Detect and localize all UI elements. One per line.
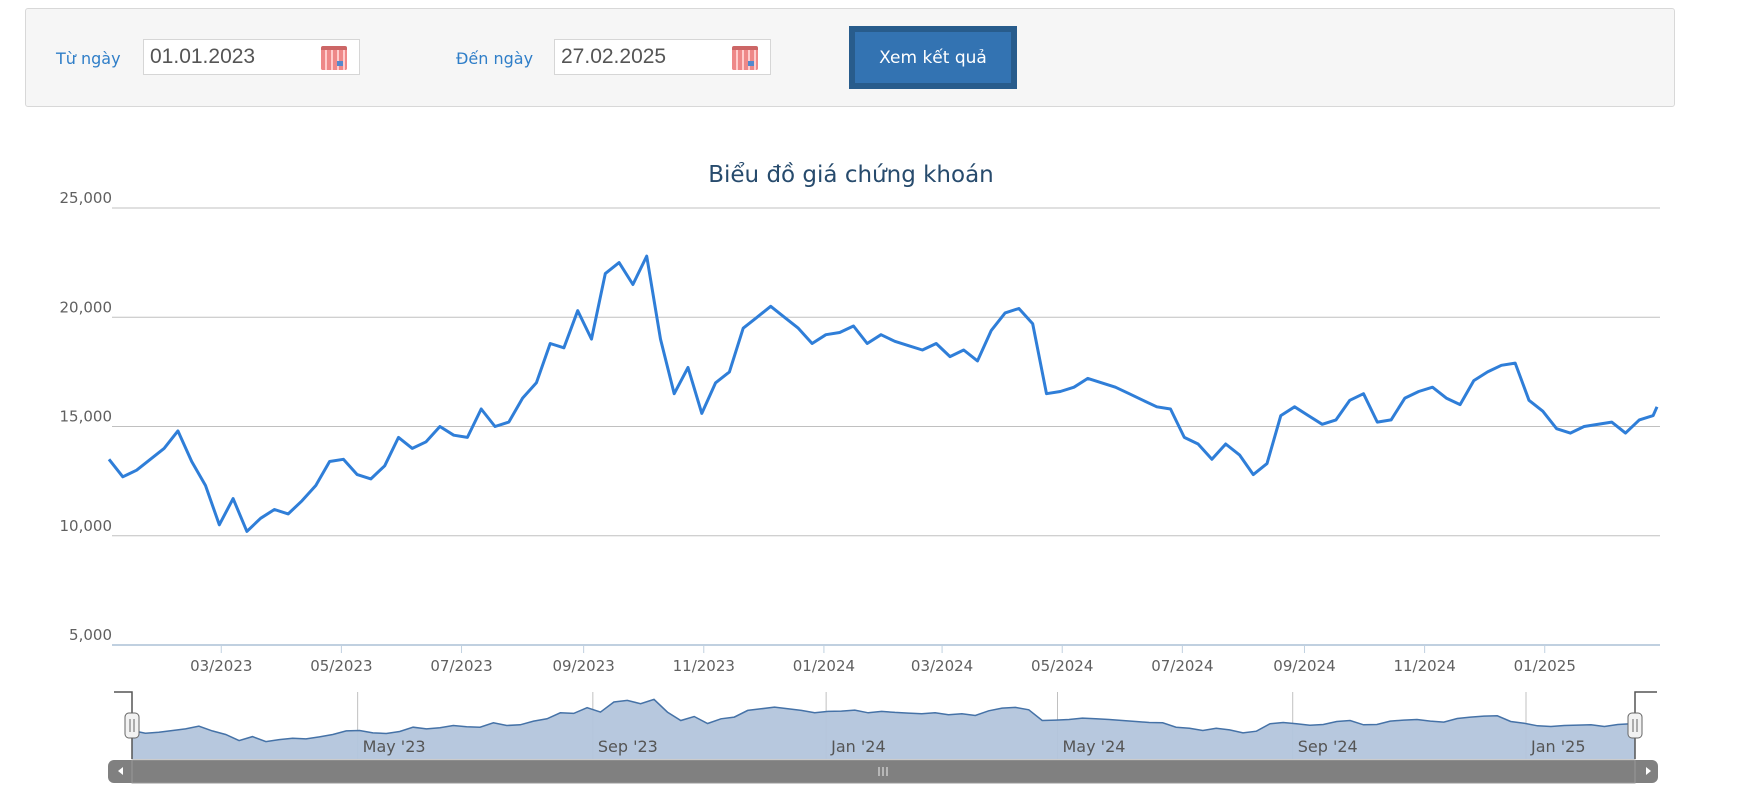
x-tick-label: 11/2023	[673, 657, 735, 675]
x-tick-label: 07/2024	[1151, 657, 1213, 675]
y-tick-label: 5,000	[69, 626, 112, 644]
x-tick-label: 09/2023	[552, 657, 614, 675]
navigator-tick-label: Sep '24	[1298, 737, 1358, 756]
x-tick-label: 05/2023	[310, 657, 372, 675]
y-tick-label: 15,000	[60, 408, 113, 426]
x-tick-label: 05/2024	[1031, 657, 1093, 675]
from-date-input[interactable]	[144, 40, 326, 74]
calendar-icon[interactable]	[732, 46, 758, 70]
y-tick-label: 10,000	[60, 517, 113, 535]
x-tick-label: 01/2025	[1514, 657, 1576, 675]
x-tick-label: 01/2024	[793, 657, 855, 675]
navigator-tick-label: Sep '23	[598, 737, 658, 756]
from-date-field[interactable]	[143, 39, 360, 75]
navigator-tick-label: May '24	[1063, 737, 1126, 756]
navigator-tick-label: May '23	[363, 737, 426, 756]
x-tick-label: 09/2024	[1273, 657, 1335, 675]
navigator[interactable]: May '23 Sep '23 Jan '24 May '24 Sep '24 Jan '…	[108, 691, 1658, 784]
x-tick-label: 03/2023	[190, 657, 252, 675]
navigator-handle-left[interactable]	[124, 712, 140, 739]
to-date-label: Đến ngày	[456, 49, 534, 68]
to-date-input[interactable]	[555, 40, 737, 74]
navigator-handle-right[interactable]	[1627, 712, 1643, 739]
from-date-label: Từ ngày	[56, 49, 121, 68]
navigator-tick-label: Jan '25	[1530, 737, 1586, 756]
x-tick-label: 03/2024	[911, 657, 973, 675]
scrollbar[interactable]	[108, 759, 1658, 784]
x-tick-label: 07/2023	[430, 657, 492, 675]
view-results-label: Xem kết quả	[855, 32, 1011, 83]
scroll-right-arrow-icon[interactable]	[1646, 767, 1651, 775]
navigator-tick-label: Jan '24	[830, 737, 886, 756]
navigator-area	[132, 699, 1635, 759]
date-filter-panel: Từ ngày Đến ngày Xem kết quả	[25, 8, 1675, 107]
view-results-button[interactable]: Xem kết quả	[849, 26, 1017, 89]
to-date-field[interactable]	[554, 39, 771, 75]
y-tick-label: 25,000	[60, 189, 113, 207]
price-series-line	[107, 254, 1659, 533]
scroll-left-arrow-icon[interactable]	[118, 767, 123, 775]
y-tick-label: 20,000	[60, 298, 113, 316]
calendar-icon[interactable]	[321, 46, 347, 70]
x-tick-label: 11/2024	[1393, 657, 1455, 675]
chart-title: Biểu đồ giá chứng khoán	[708, 162, 994, 188]
navigator-line	[131, 698, 1636, 743]
